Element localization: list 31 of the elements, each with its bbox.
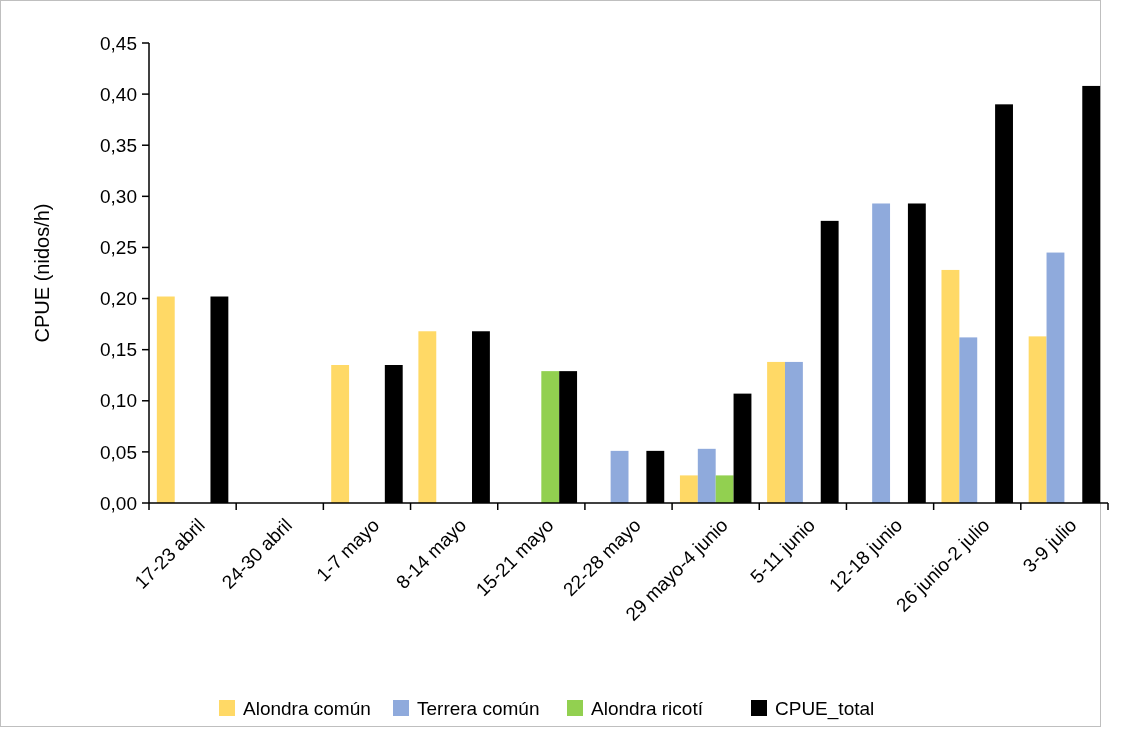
bar [697, 448, 716, 503]
y-tick-label: 0,20 [100, 288, 137, 310]
y-tick-label: 0,05 [100, 441, 137, 463]
legend-label: CPUE_total [775, 697, 875, 720]
bar [679, 475, 698, 503]
y-tick-label: 0,10 [100, 390, 137, 412]
bar [331, 365, 350, 503]
y-axis-title: CPUE (nidos/h) [31, 203, 53, 343]
bar [784, 361, 803, 503]
bar [959, 337, 978, 503]
bar [872, 203, 891, 503]
y-tick-label: 0,25 [100, 237, 137, 259]
bar [715, 475, 734, 503]
y-tick-label: 0,00 [100, 492, 137, 514]
y-tick-label: 0,40 [100, 83, 137, 105]
y-tick-label: 0,35 [100, 134, 137, 156]
y-tick-label: 0,30 [100, 185, 137, 207]
bar [767, 361, 785, 503]
bar [1028, 336, 1047, 503]
bar [1046, 252, 1065, 503]
x-tick-label: 3-9 julio [1018, 514, 1081, 577]
bar [541, 371, 560, 503]
legend-label: Terrera común [417, 697, 540, 719]
y-tick-label: 0,45 [100, 32, 137, 54]
legend-label: Alondra ricotí [591, 697, 704, 719]
y-tick-label: 0,15 [100, 339, 137, 361]
bar [610, 450, 629, 503]
bar [156, 296, 175, 503]
bar [418, 331, 437, 503]
legend-label: Alondra común [243, 697, 371, 719]
bar [941, 269, 960, 503]
